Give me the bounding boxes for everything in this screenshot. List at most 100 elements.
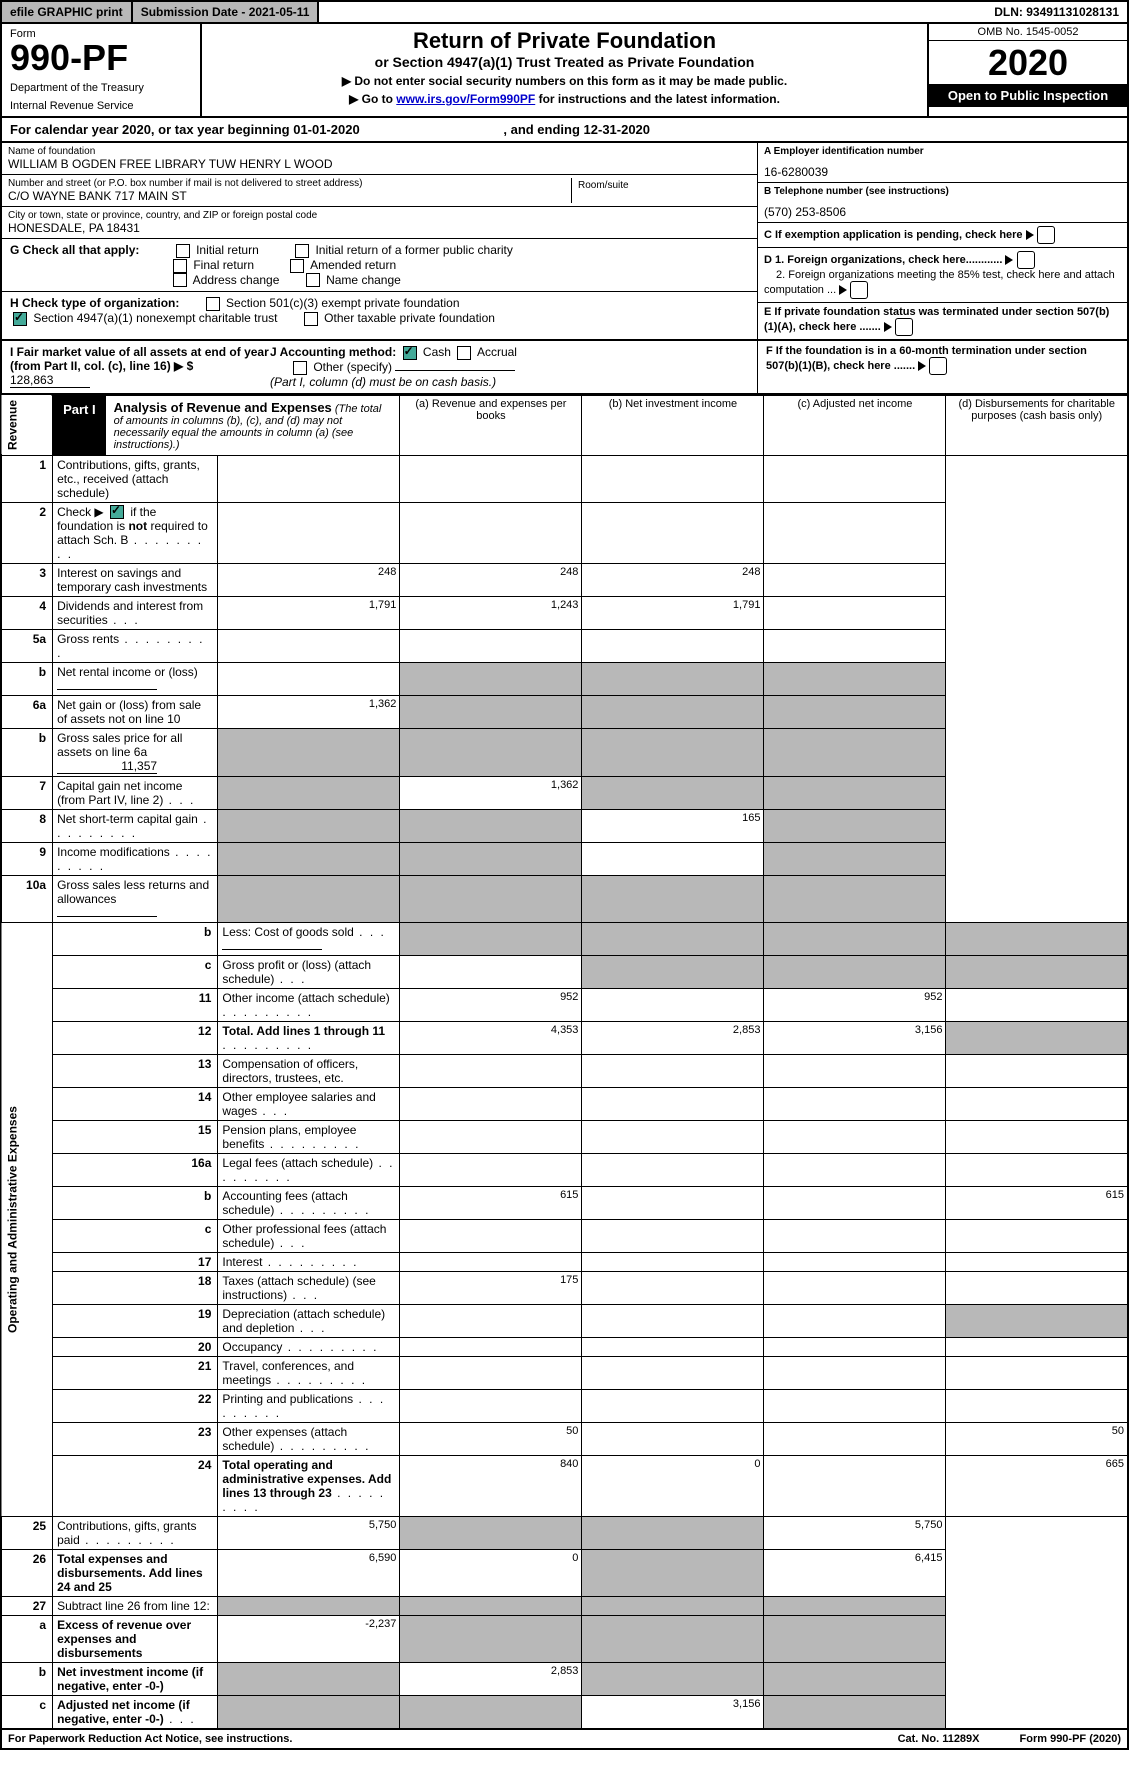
amt-cell	[764, 1663, 946, 1696]
chk-f[interactable]	[929, 357, 947, 375]
row-num: 25	[1, 1517, 53, 1550]
row-num: b	[1, 663, 53, 696]
amt-cell	[218, 810, 400, 843]
warn1: ▶ Do not enter social security numbers o…	[210, 74, 919, 88]
amt-cell: 1,791	[218, 597, 400, 630]
table-row: 14Other employee salaries and wages	[1, 1088, 1128, 1121]
amt-cell	[400, 1088, 582, 1121]
chk-initial[interactable]	[176, 244, 190, 258]
table-row: 8Net short-term capital gain165	[1, 810, 1128, 843]
amt-cell	[946, 1220, 1128, 1253]
irs-link[interactable]: www.irs.gov/Form990PF	[396, 92, 535, 106]
chk-other-acct[interactable]	[293, 361, 307, 375]
amt-cell	[400, 923, 582, 956]
amt-cell	[582, 876, 764, 923]
row-desc: Accounting fees (attach schedule)	[218, 1187, 400, 1220]
amt-cell	[946, 1253, 1128, 1272]
amt-cell	[764, 923, 946, 956]
row-num: 6a	[1, 696, 53, 729]
arrow-icon	[1005, 255, 1013, 265]
info-left: Name of foundation WILLIAM B OGDEN FREE …	[2, 143, 757, 339]
amt-cell	[764, 564, 946, 597]
amt-cell: 5,750	[218, 1517, 400, 1550]
table-row: 10aGross sales less returns and allowanc…	[1, 876, 1128, 923]
amt-cell	[582, 1390, 764, 1423]
amt-cell: -2,237	[218, 1616, 400, 1663]
amt-cell	[400, 876, 582, 923]
dept: Department of the Treasury	[10, 82, 192, 94]
table-row: 7Capital gain net income (from Part IV, …	[1, 777, 1128, 810]
amt-cell	[218, 729, 400, 777]
amt-cell	[582, 1187, 764, 1220]
efile-label: efile GRAPHIC print	[2, 2, 133, 22]
chk-initial-former[interactable]	[295, 244, 309, 258]
amt-cell	[582, 956, 764, 989]
row-num: 11	[53, 989, 218, 1022]
chk-other-tax[interactable]	[304, 312, 318, 326]
chk-name[interactable]	[306, 273, 320, 287]
row-num: c	[1, 1696, 53, 1730]
chk-address[interactable]	[173, 273, 187, 287]
chk-e[interactable]	[895, 318, 913, 336]
chk-accrual[interactable]	[457, 346, 471, 360]
row-num: 16a	[53, 1154, 218, 1187]
amt-cell	[764, 843, 946, 876]
amt-cell	[582, 989, 764, 1022]
row-num: 7	[1, 777, 53, 810]
table-row: aExcess of revenue over expenses and dis…	[1, 1616, 1128, 1663]
chk-cash[interactable]	[403, 346, 417, 360]
amt-cell	[582, 502, 764, 564]
row-desc: Contributions, gifts, grants paid	[53, 1517, 218, 1550]
amt-cell	[582, 1272, 764, 1305]
row-desc: Compensation of officers, directors, tru…	[218, 1055, 400, 1088]
amt-cell	[946, 1055, 1128, 1088]
amt-cell	[582, 1088, 764, 1121]
amt-cell	[764, 1338, 946, 1357]
amt-cell	[218, 843, 400, 876]
chk-d2[interactable]	[850, 281, 868, 299]
amt-cell	[946, 1088, 1128, 1121]
irs: Internal Revenue Service	[10, 100, 192, 112]
amt-cell	[400, 956, 582, 989]
amt-cell: 5,750	[764, 1517, 946, 1550]
amt-cell	[400, 1121, 582, 1154]
amt-cell	[582, 1663, 764, 1696]
amt-cell	[400, 1597, 582, 1616]
amt-cell: 165	[582, 810, 764, 843]
amt-cell	[764, 1357, 946, 1390]
table-row: 17Interest	[1, 1253, 1128, 1272]
arrow-icon	[839, 285, 847, 295]
chk-final[interactable]	[173, 259, 187, 273]
amt-cell: 50	[400, 1423, 582, 1456]
chk-d1[interactable]	[1017, 251, 1035, 269]
amt-cell	[582, 1220, 764, 1253]
amt-cell	[764, 1390, 946, 1423]
c-cell: C If exemption application is pending, c…	[758, 223, 1127, 248]
amt-cell	[764, 1055, 946, 1088]
amt-cell	[764, 876, 946, 923]
row-desc: Interest on savings and temporary cash i…	[53, 564, 218, 597]
tax-year: 2020	[929, 41, 1127, 84]
h-row: H Check type of organization: Section 50…	[2, 292, 757, 330]
chk-4947[interactable]	[13, 312, 27, 326]
amt-cell	[946, 923, 1128, 956]
revenue-side: Revenue	[1, 395, 53, 455]
amt-cell: 665	[946, 1456, 1128, 1517]
omb: OMB No. 1545-0052	[929, 24, 1127, 41]
amt-cell	[218, 1696, 400, 1730]
chk-amended[interactable]	[290, 259, 304, 273]
amt-cell	[946, 956, 1128, 989]
col-a: (a) Revenue and expenses per books	[400, 395, 582, 455]
table-row: 23Other expenses (attach schedule)5050	[1, 1423, 1128, 1456]
chk-501c3[interactable]	[206, 297, 220, 311]
table-row: 25Contributions, gifts, grants paid5,750…	[1, 1517, 1128, 1550]
amt-cell	[582, 923, 764, 956]
amt-cell	[764, 630, 946, 663]
table-row: bAccounting fees (attach schedule)615615	[1, 1187, 1128, 1220]
row-desc: Other income (attach schedule)	[218, 989, 400, 1022]
amt-cell: 840	[400, 1456, 582, 1517]
chk-c[interactable]	[1037, 226, 1055, 244]
submission-date: Submission Date - 2021-05-11	[133, 2, 320, 22]
row-num: 21	[53, 1357, 218, 1390]
amt-cell	[218, 502, 400, 564]
